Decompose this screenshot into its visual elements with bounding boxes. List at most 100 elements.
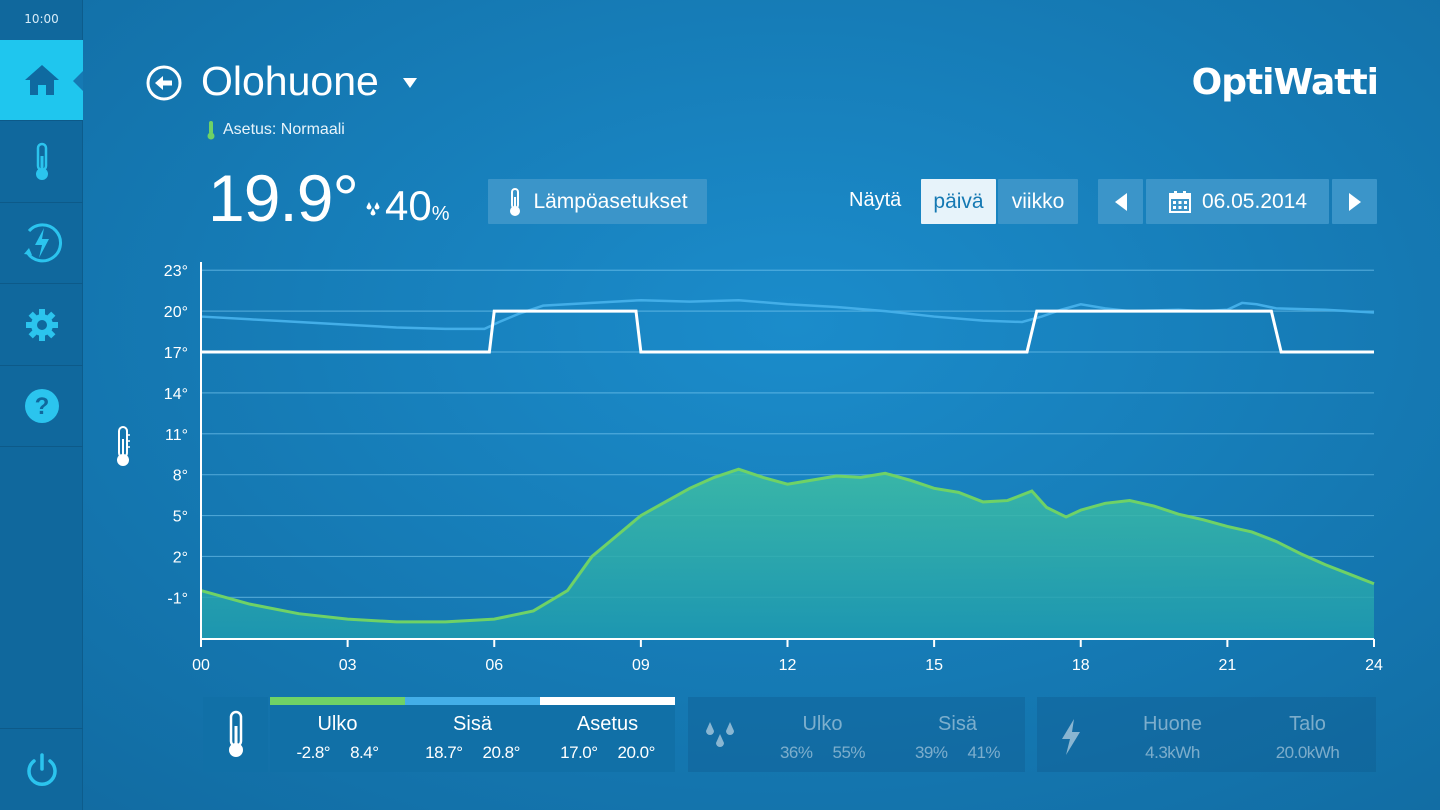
y-tick-label: 14°	[164, 386, 188, 403]
humidity-drops-icon	[703, 718, 737, 756]
temperature-chart: 23° 20° 17° 14° 11° 8° 5° 2° -1° 00 03 06 09 12 15 18 21…	[164, 263, 1383, 674]
power-button[interactable]	[0, 728, 83, 810]
power-icon	[26, 752, 57, 786]
legend-temperature-icon-box	[203, 697, 268, 772]
nav-energy[interactable]	[0, 203, 83, 284]
x-tick-label: 24	[1365, 657, 1383, 674]
y-tick-label: 5°	[173, 509, 188, 526]
current-temperature: 19.9°	[208, 161, 359, 235]
legend-energy-panel	[1037, 697, 1376, 772]
gear-icon	[25, 309, 58, 341]
series-line-outdoor	[200, 467, 1375, 624]
legend-values: 4.3kWh	[1105, 743, 1240, 763]
room-dropdown[interactable]	[402, 74, 418, 93]
thermometer-icon	[35, 142, 48, 180]
back-arrow-icon	[146, 65, 182, 101]
legend-min: 39%	[914, 743, 948, 762]
legend-title: Asetus	[576, 713, 639, 735]
nav-settings[interactable]	[0, 285, 83, 366]
y-tick-label: 2°	[173, 549, 188, 566]
legend-house-energy: Talo 20.0kWh	[1240, 697, 1375, 772]
legend-title: Talo	[1289, 713, 1326, 735]
x-tick-label: 21	[1218, 657, 1236, 674]
x-tick-label: 12	[779, 657, 797, 674]
legend-indoor-humidity: Sisä 39% 41%	[890, 697, 1025, 772]
nav-home[interactable]	[0, 40, 83, 121]
y-tick-label: 20°	[164, 304, 188, 321]
chevron-down-icon	[403, 78, 417, 88]
room-title[interactable]: Olohuone	[201, 58, 379, 104]
date-value: 06.05.2014	[1201, 189, 1308, 213]
x-tick-label: 18	[1072, 657, 1090, 674]
legend-values: 18.7° 20.8°	[405, 743, 540, 763]
y-tick-label: 17°	[164, 345, 188, 362]
legend-max: 20.8°	[482, 743, 521, 762]
y-tick-label: -1°	[167, 590, 188, 607]
series-line-setpoint	[201, 309, 1374, 354]
temperature-settings-button[interactable]: Lämpöasetukset	[488, 179, 707, 224]
y-tick-label: 23°	[164, 263, 188, 280]
y-tick-label: 11°	[165, 427, 188, 444]
nav-help[interactable]: ?	[0, 366, 83, 447]
back-button[interactable]	[145, 64, 183, 106]
legend-max: 20.0°	[617, 743, 656, 762]
legend-min: -2.8°	[296, 743, 331, 762]
y-tick-label: 8°	[173, 468, 188, 485]
sidebar: 10:00	[0, 0, 83, 810]
legend-setpoint-temperature: Asetus 17.0° 20.0°	[540, 697, 675, 772]
arrow-right-icon	[1348, 192, 1361, 211]
humidity-icon	[365, 200, 381, 220]
clock: 10:00	[24, 12, 59, 26]
legend-min: 17.0°	[560, 743, 598, 762]
legend-outdoor-humidity: Ulko 36% 55%	[755, 697, 890, 772]
legend-values: 17.0° 20.0°	[540, 743, 675, 763]
legend-values: 20.0kWh	[1240, 743, 1375, 763]
next-date-button[interactable]	[1332, 179, 1377, 224]
legend-bar	[270, 697, 405, 705]
setting-label: Asetus: Normaali	[223, 121, 345, 138]
legend-outdoor-temperature: Ulko -2.8° 8.4°	[270, 697, 405, 772]
legend-title: Ulko	[317, 713, 358, 735]
home-icon	[24, 65, 59, 95]
legend-max: 55%	[832, 743, 866, 762]
brand-logo: OptiWatti	[1191, 62, 1379, 103]
legend-title: Huone	[1143, 713, 1202, 735]
legend-max: 41%	[967, 743, 1001, 762]
setting-line: Asetus: Normaali	[206, 120, 345, 140]
view-week-button[interactable]: viikko	[998, 179, 1078, 224]
legend-values: -2.8° 8.4°	[270, 743, 405, 763]
date-picker[interactable]: 06.05.2014	[1146, 179, 1329, 224]
calendar-icon	[1168, 190, 1191, 213]
legend-bar	[405, 697, 540, 705]
previous-date-button[interactable]	[1098, 179, 1143, 224]
legend-room-energy: Huone 4.3kWh	[1105, 697, 1240, 772]
x-tick-label: 15	[925, 657, 943, 674]
current-humidity: 40%	[385, 182, 450, 230]
series-line-indoor	[200, 298, 1375, 331]
thermometer-icon	[510, 187, 521, 216]
view-day-button[interactable]: päivä	[921, 179, 996, 224]
lightning-icon	[1058, 717, 1084, 761]
humidity-value: 40	[385, 182, 432, 229]
help-icon: ?	[24, 389, 59, 423]
legend-value: 20.0kWh	[1275, 743, 1340, 762]
svg-text:?: ?	[34, 393, 49, 420]
legend-value: 4.3kWh	[1145, 743, 1200, 762]
energy-icon	[23, 223, 62, 263]
setting-thermometer-icon	[207, 121, 215, 140]
arrow-left-icon	[1114, 192, 1127, 211]
legend-values: 39% 41%	[890, 743, 1025, 763]
nav-thermostat[interactable]	[0, 122, 83, 203]
legend-min: 36%	[779, 743, 813, 762]
legend-humidity-panel	[688, 697, 1025, 772]
x-tick-label: 00	[192, 657, 210, 674]
legend-max: 8.4°	[350, 743, 379, 762]
x-tick-label: 03	[339, 657, 357, 674]
chart-thermometer-icon	[113, 425, 133, 473]
legend-bar	[540, 697, 675, 705]
show-label: Näytä	[849, 189, 902, 211]
x-tick-label: 06	[485, 657, 503, 674]
humidity-unit: %	[431, 203, 450, 225]
legend-title: Ulko	[802, 713, 843, 735]
legend-min: 18.7°	[425, 743, 463, 762]
